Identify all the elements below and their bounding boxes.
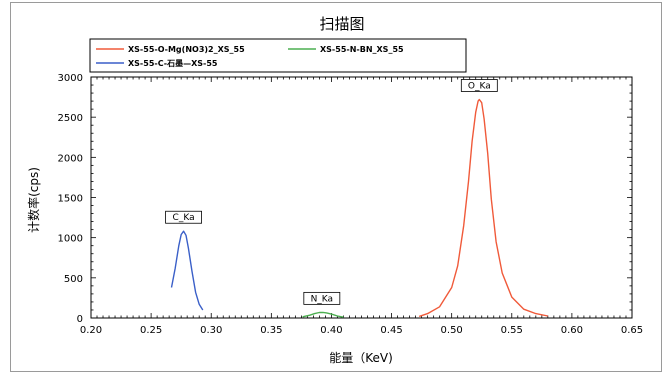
peak-label: O_Ka xyxy=(468,81,491,91)
peak-label-box xyxy=(165,210,202,224)
y-tick-label: 500 xyxy=(64,274,83,285)
legend-label-nitrogen: XS-55-N-BN_XS_55 xyxy=(320,45,404,54)
x-tick-label: 0.20 xyxy=(80,325,102,336)
y-tick-label: 2000 xyxy=(58,153,83,164)
series-group xyxy=(170,98,548,318)
series-line-2 xyxy=(418,98,548,318)
y-tick-label: 0 xyxy=(77,314,83,325)
x-tick-label: 0.50 xyxy=(441,325,463,336)
x-tick-label: 0.60 xyxy=(561,325,583,336)
peak-label-box xyxy=(303,291,341,305)
peak-label-box xyxy=(460,79,498,92)
legend-label-oxygen: XS-55-O-Mg(NO3)2_XS_55 xyxy=(128,45,245,54)
peak-labels: C_Ka N_Ka O_Ka xyxy=(165,79,498,305)
axis-ticks: 0.20 0.25 0.30 0.35 0.40 0.45 0.50 0.55 0.60 0.65… xyxy=(58,73,644,336)
y-tick-label: 2500 xyxy=(58,113,83,124)
legend-box xyxy=(89,38,467,73)
x-tick-label: 0.55 xyxy=(501,325,523,336)
series-line-1 xyxy=(302,311,344,318)
peak-label: C_Ka xyxy=(173,213,195,223)
x-tick-label: 0.35 xyxy=(260,325,282,336)
x-tick-label: 0.65 xyxy=(621,325,643,336)
y-tick-label: 1000 xyxy=(58,234,83,245)
x-tick-label: 0.40 xyxy=(320,325,342,336)
chart-title: 扫描图 xyxy=(319,15,364,33)
x-tick-label: 0.30 xyxy=(200,325,222,336)
peak-label: N_Ka xyxy=(311,294,334,304)
y-tick-label: 3000 xyxy=(58,73,83,84)
x-tick-label: 0.45 xyxy=(380,325,402,336)
legend-label-carbon: XS-55-C-石墨—XS-55 xyxy=(128,58,218,68)
series-line-0 xyxy=(170,230,204,311)
x-axis-label: 能量（KeV) xyxy=(329,351,393,365)
y-tick-label: 1500 xyxy=(58,194,83,205)
x-tick-label: 0.25 xyxy=(140,325,162,336)
y-axis-label: 计数率(cps) xyxy=(26,167,41,233)
